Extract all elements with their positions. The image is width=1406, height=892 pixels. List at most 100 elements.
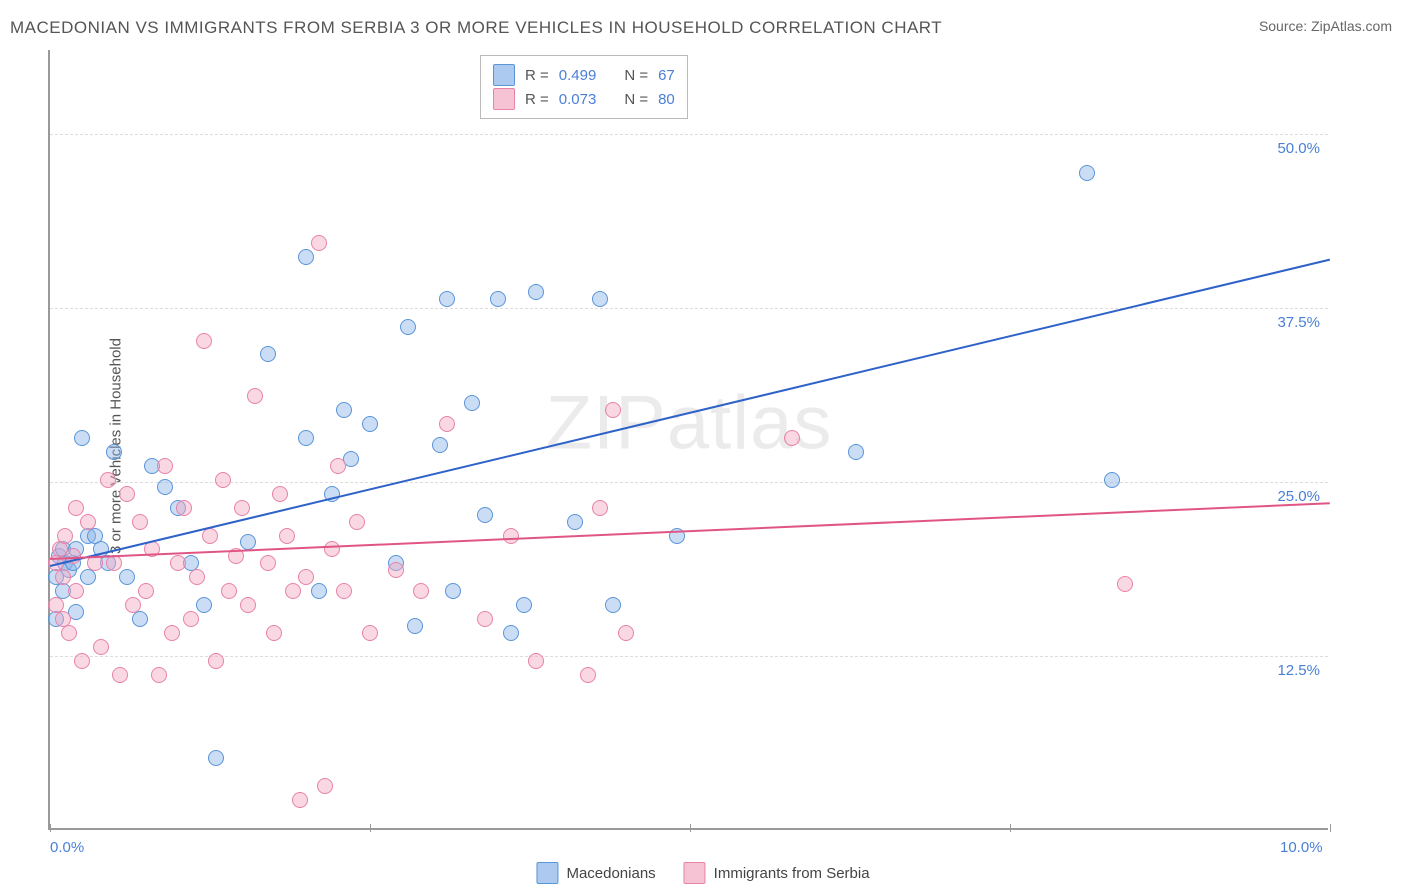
legend-row: R = 0.499 N = 67 xyxy=(493,64,675,86)
data-point xyxy=(330,458,346,474)
data-point xyxy=(311,583,327,599)
n-value: 80 xyxy=(658,91,675,108)
data-point xyxy=(189,569,205,585)
data-point xyxy=(400,319,416,335)
data-point xyxy=(170,555,186,571)
data-point xyxy=(362,625,378,641)
data-point xyxy=(298,249,314,265)
data-point xyxy=(464,395,480,411)
data-point xyxy=(183,611,199,627)
data-point xyxy=(55,569,71,585)
data-point xyxy=(503,625,519,641)
data-point xyxy=(138,583,154,599)
data-point xyxy=(413,583,429,599)
data-point xyxy=(106,555,122,571)
data-point xyxy=(362,416,378,432)
legend-label: Immigrants from Serbia xyxy=(714,865,870,882)
data-point xyxy=(74,430,90,446)
data-point xyxy=(618,625,634,641)
chart-container: MACEDONIAN VS IMMIGRANTS FROM SERBIA 3 O… xyxy=(0,0,1406,892)
data-point xyxy=(298,569,314,585)
r-value: 0.073 xyxy=(559,91,597,108)
data-point xyxy=(61,625,77,641)
y-tick-label: 12.5% xyxy=(1277,662,1320,679)
data-point xyxy=(784,430,800,446)
data-point xyxy=(119,569,135,585)
data-point xyxy=(336,583,352,599)
data-point xyxy=(132,514,148,530)
data-point xyxy=(477,611,493,627)
data-point xyxy=(336,402,352,418)
data-point xyxy=(240,597,256,613)
data-point xyxy=(106,444,122,460)
data-point xyxy=(279,528,295,544)
watermark-text: ZIPatlas xyxy=(546,380,833,467)
gridline xyxy=(50,134,1328,135)
data-point xyxy=(605,597,621,613)
x-tick xyxy=(1330,824,1331,832)
x-tick xyxy=(50,824,51,832)
x-tick xyxy=(690,824,691,832)
data-point xyxy=(164,625,180,641)
data-point xyxy=(528,653,544,669)
data-point xyxy=(580,667,596,683)
data-point xyxy=(516,597,532,613)
data-point xyxy=(57,528,73,544)
legend-item: Immigrants from Serbia xyxy=(684,862,870,884)
plot-area: ZIPatlas 12.5%25.0%37.5%50.0%0.0%10.0% xyxy=(48,50,1328,830)
data-point xyxy=(100,472,116,488)
data-point xyxy=(112,667,128,683)
r-value: 0.499 xyxy=(559,67,597,84)
data-point xyxy=(317,778,333,794)
data-point xyxy=(125,597,141,613)
gridline xyxy=(50,308,1328,309)
data-point xyxy=(285,583,301,599)
data-point xyxy=(432,437,448,453)
data-point xyxy=(74,653,90,669)
legend-item: Macedonians xyxy=(536,862,655,884)
data-point xyxy=(151,667,167,683)
data-point xyxy=(349,514,365,530)
data-point xyxy=(592,500,608,516)
legend-swatch-blue xyxy=(536,862,558,884)
y-tick-label: 50.0% xyxy=(1277,140,1320,157)
data-point xyxy=(260,555,276,571)
data-point xyxy=(240,534,256,550)
data-point xyxy=(407,618,423,634)
data-point xyxy=(80,514,96,530)
data-point xyxy=(68,500,84,516)
gridline xyxy=(50,656,1328,657)
data-point xyxy=(490,291,506,307)
data-point xyxy=(196,333,212,349)
data-point xyxy=(298,430,314,446)
data-point xyxy=(477,507,493,523)
r-label: R = xyxy=(525,91,549,108)
data-point xyxy=(80,569,96,585)
source-label: Source: ZipAtlas.com xyxy=(1259,18,1392,34)
data-point xyxy=(439,291,455,307)
data-point xyxy=(157,479,173,495)
legend-swatch-pink xyxy=(684,862,706,884)
n-value: 67 xyxy=(658,67,675,84)
data-point xyxy=(1117,576,1133,592)
data-point xyxy=(592,291,608,307)
data-point xyxy=(132,611,148,627)
x-tick-label: 10.0% xyxy=(1280,839,1323,856)
data-point xyxy=(567,514,583,530)
r-label: R = xyxy=(525,67,549,84)
data-point xyxy=(388,562,404,578)
n-label: N = xyxy=(624,91,648,108)
legend-swatch-blue xyxy=(493,64,515,86)
gridline xyxy=(50,482,1328,483)
data-point xyxy=(221,583,237,599)
data-point xyxy=(260,346,276,362)
data-point xyxy=(176,500,192,516)
regression-line xyxy=(50,259,1330,567)
data-point xyxy=(234,500,250,516)
legend-label: Macedonians xyxy=(566,865,655,882)
data-point xyxy=(157,458,173,474)
legend-swatch-pink xyxy=(493,88,515,110)
data-point xyxy=(292,792,308,808)
data-point xyxy=(215,472,231,488)
data-point xyxy=(439,416,455,432)
